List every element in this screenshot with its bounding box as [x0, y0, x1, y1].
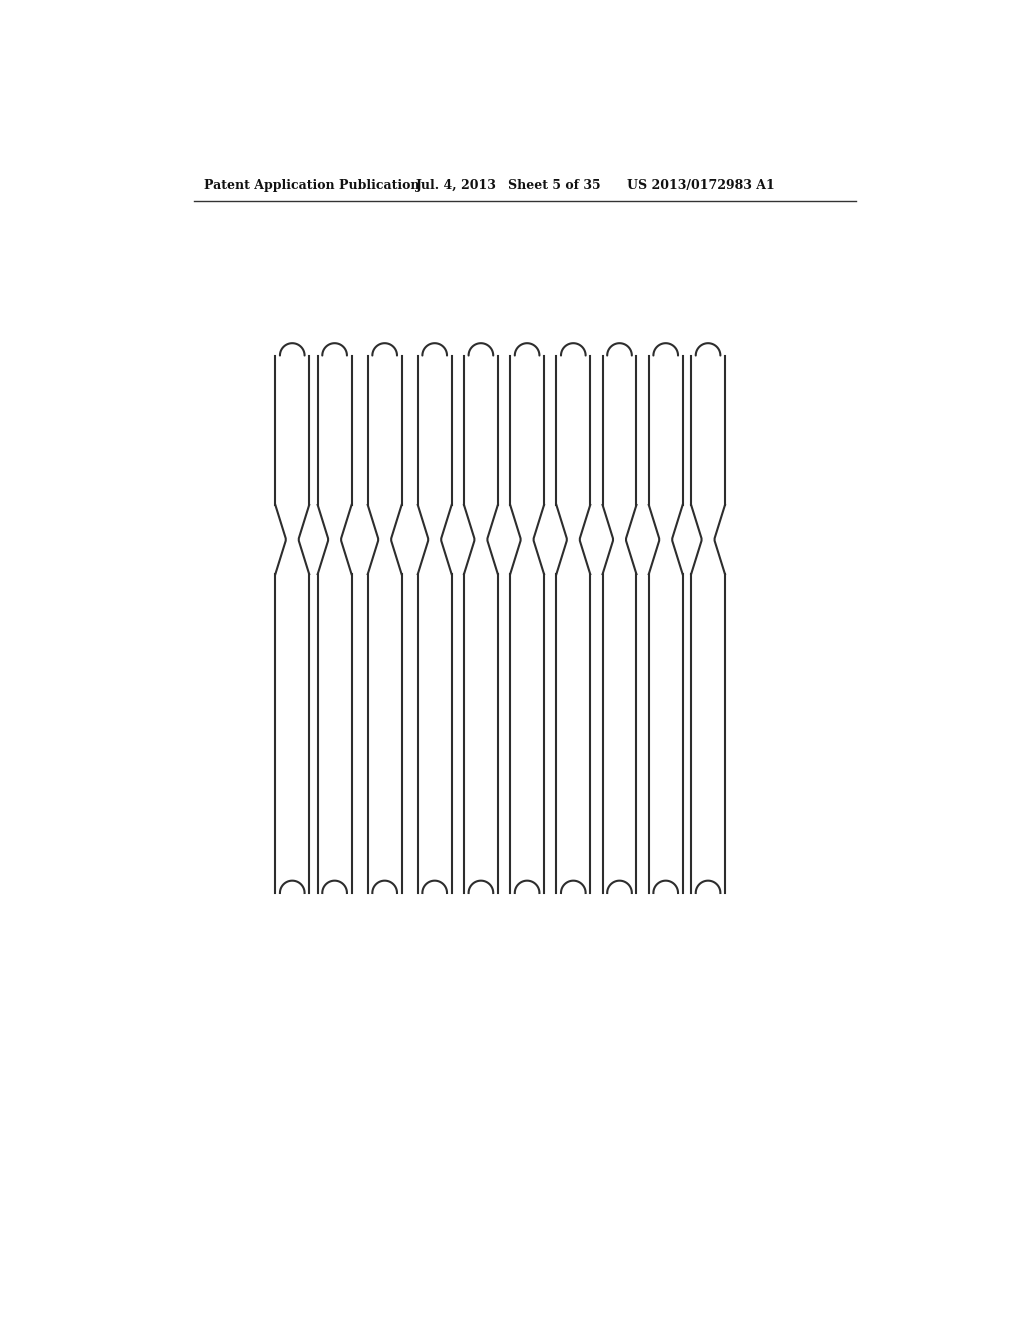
Text: Patent Application Publication: Patent Application Publication — [204, 178, 419, 191]
Text: US 2013/0172983 A1: US 2013/0172983 A1 — [628, 178, 775, 191]
Text: Jul. 4, 2013: Jul. 4, 2013 — [416, 178, 497, 191]
Text: Sheet 5 of 35: Sheet 5 of 35 — [508, 178, 600, 191]
